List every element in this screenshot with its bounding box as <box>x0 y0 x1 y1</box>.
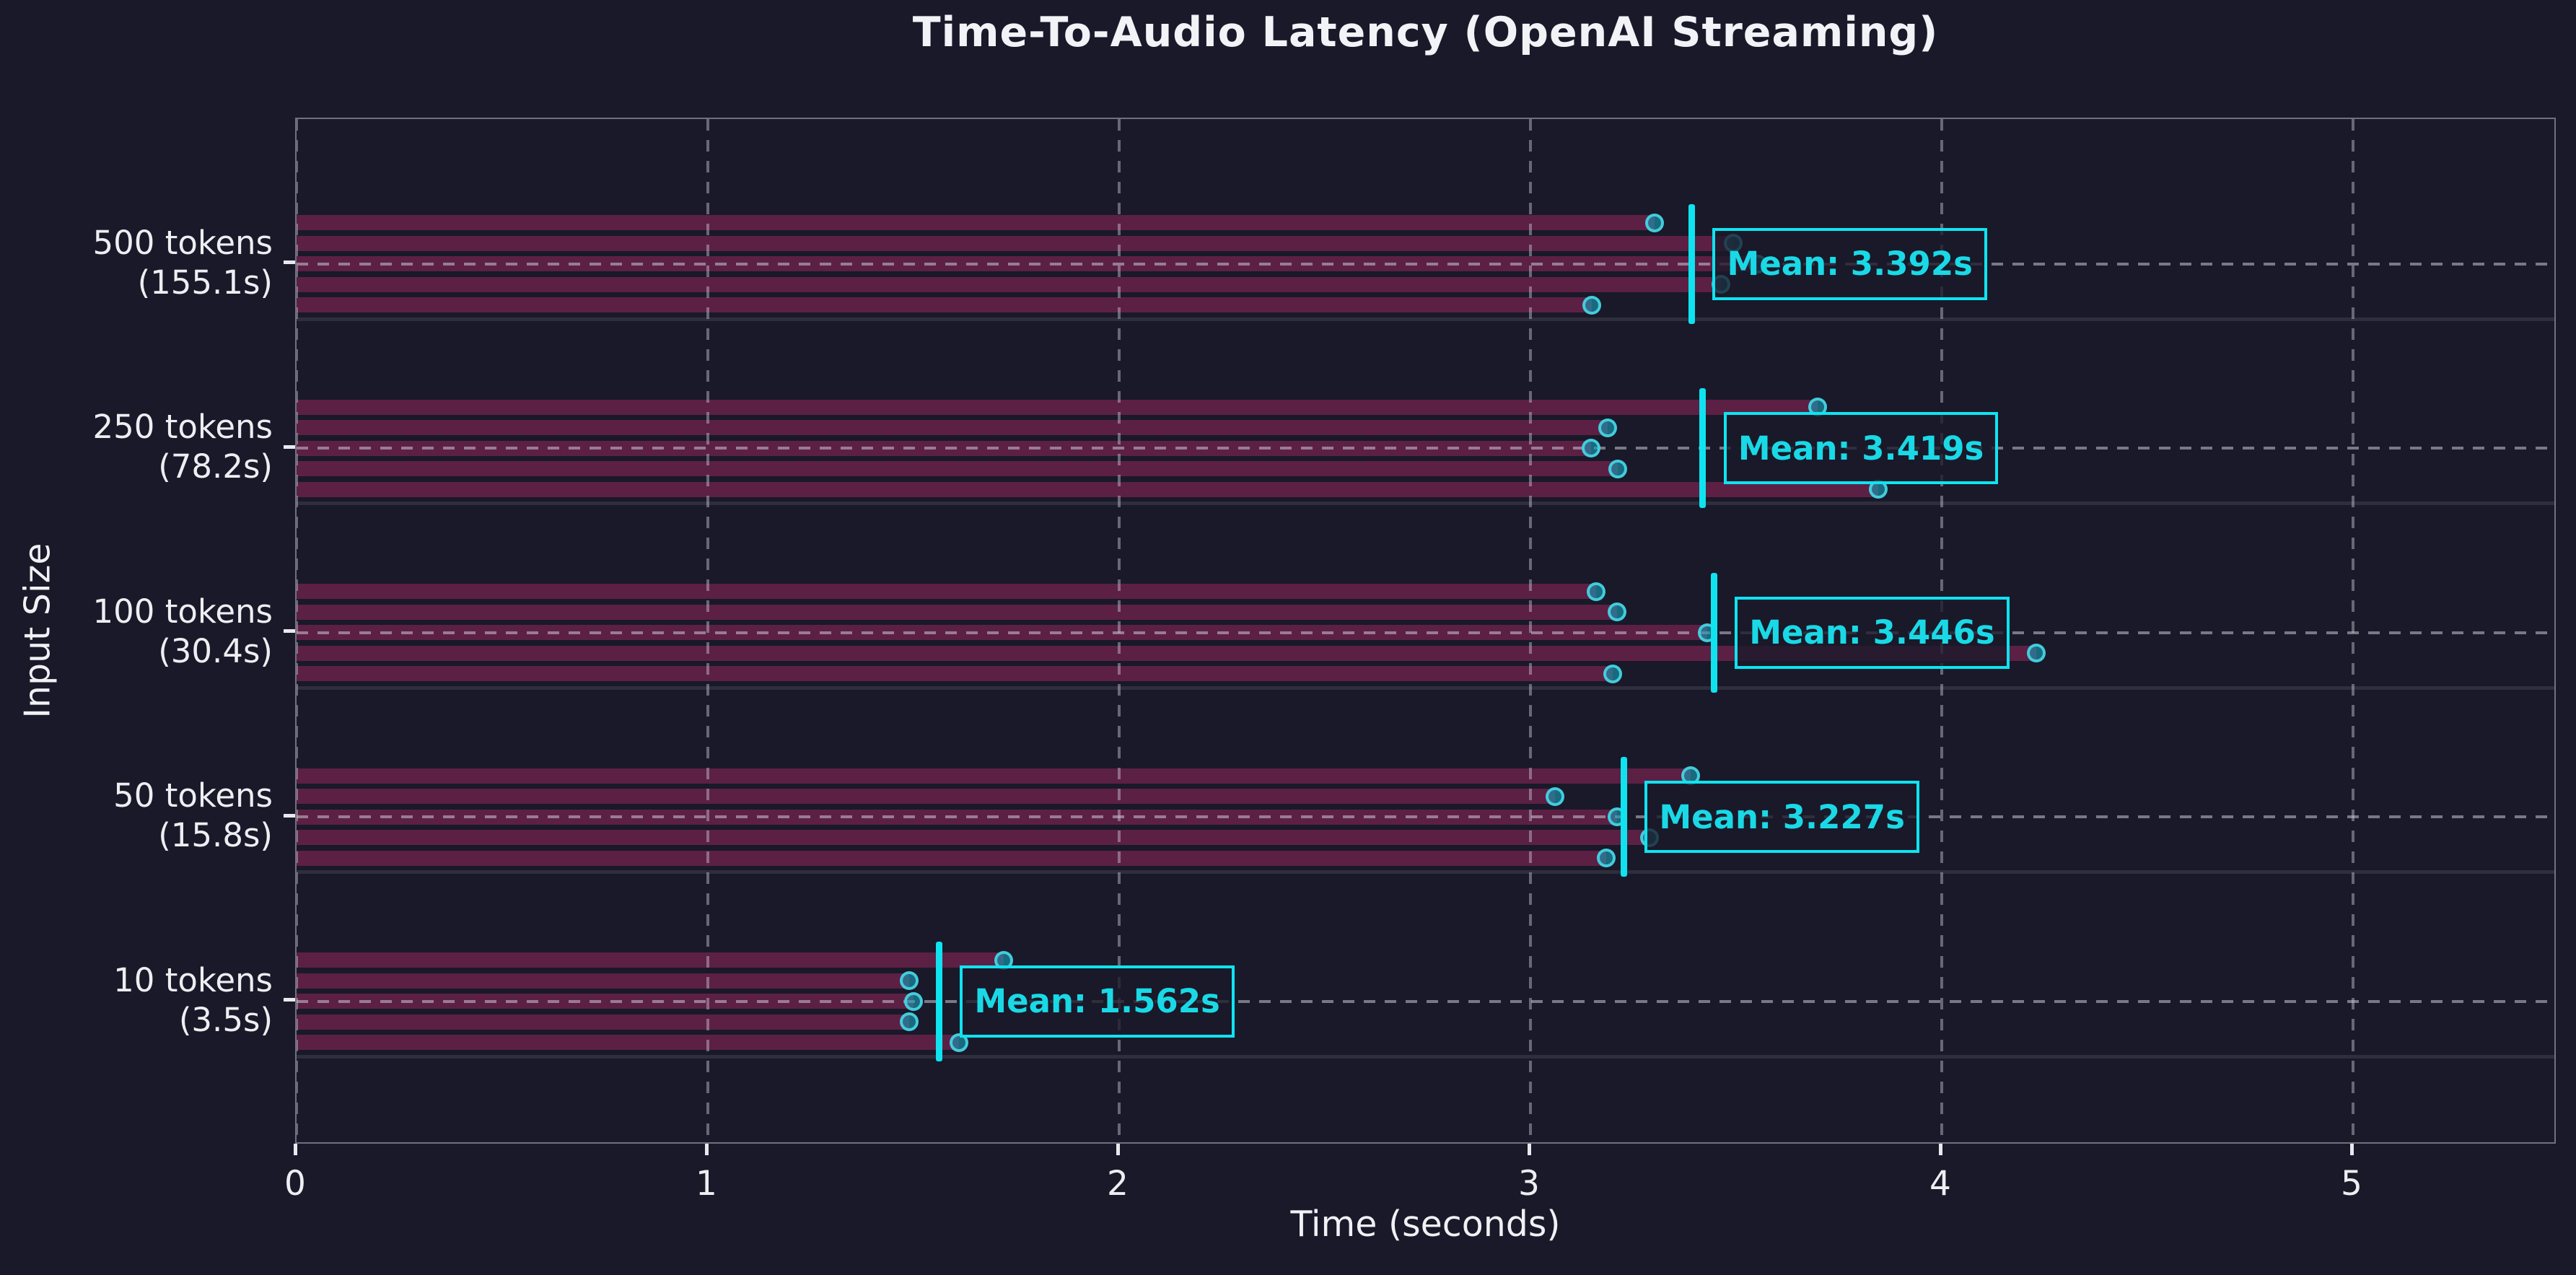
latency-run-bar <box>297 768 1691 784</box>
run-endpoint-dot <box>1587 582 1605 601</box>
y-tick-mark <box>284 444 295 449</box>
y-tick-mark <box>284 260 295 264</box>
y-tick-label-tokens: 50 tokens <box>113 776 273 815</box>
y-tick-label: 10 tokens (3.5s) <box>0 960 273 1040</box>
y-tick-label-tokens: 250 tokens <box>92 408 273 447</box>
x-tick-label: 3 <box>1518 1164 1540 1204</box>
latency-run-bar <box>297 420 1608 436</box>
latency-run-bar <box>297 973 909 989</box>
mean-label: Mean: 3.419s <box>1723 412 1999 485</box>
latency-run-bar <box>297 645 2036 661</box>
y-gridline <box>297 815 2554 819</box>
run-endpoint-dot <box>904 991 923 1011</box>
run-endpoint-dot <box>900 1012 919 1032</box>
run-endpoint-dot <box>1598 418 1617 437</box>
run-endpoint-dot <box>1608 603 1626 622</box>
x-gridline <box>2352 119 2354 1142</box>
plot-area: Mean: 3.392s Mean: 3.419s Mean: 3.446s Mean… <box>295 118 2556 1144</box>
run-endpoint-dot <box>1597 849 1616 868</box>
y-tick-label-tokens: 100 tokens <box>92 592 273 631</box>
y-tick-mark <box>284 813 295 818</box>
y-gridline <box>297 631 2554 634</box>
y-tick-label-duration: (155.1s) <box>137 263 273 302</box>
latency-run-bar <box>297 830 1650 846</box>
latency-run-bar <box>297 604 1617 620</box>
y-tick-mark <box>284 998 295 1002</box>
mean-line <box>1699 388 1707 509</box>
y-gridline <box>297 447 2554 450</box>
run-endpoint-dot <box>1645 213 1664 232</box>
y-tick-label: 250 tokens (78.2s) <box>0 407 273 486</box>
group-separator-line <box>297 317 2554 321</box>
x-axis-title: Time (seconds) <box>1290 1204 1561 1245</box>
latency-run-bar <box>297 1035 959 1051</box>
run-endpoint-dot <box>1582 439 1600 458</box>
y-gridline <box>297 999 2554 1003</box>
x-gridline <box>1529 119 1532 1142</box>
x-gridline <box>1118 119 1121 1142</box>
y-tick-label-tokens: 10 tokens <box>113 960 273 999</box>
y-gridline <box>297 262 2554 266</box>
run-endpoint-dot <box>1582 295 1601 315</box>
x-tick-label: 2 <box>1107 1164 1129 1204</box>
latency-run-bar <box>297 850 1606 866</box>
latency-run-bar <box>297 481 1878 497</box>
group-separator-line <box>297 685 2554 690</box>
mean-label: Mean: 1.562s <box>960 965 1235 1038</box>
latency-run-bar <box>297 215 1655 230</box>
mean-label: Mean: 3.446s <box>1735 596 2010 669</box>
latency-run-bar <box>297 584 1596 600</box>
y-tick-label-duration: (15.8s) <box>158 816 273 855</box>
mean-label: Mean: 3.227s <box>1644 781 1919 854</box>
x-tick-mark <box>705 1144 709 1155</box>
latency-run-bar <box>297 789 1555 805</box>
x-tick-label: 1 <box>696 1164 717 1204</box>
run-endpoint-dot <box>2027 644 2046 663</box>
y-tick-label: 50 tokens (15.8s) <box>0 776 273 855</box>
x-tick-mark <box>1939 1144 1942 1155</box>
run-endpoint-dot <box>900 971 919 991</box>
mean-line <box>1620 757 1627 877</box>
run-endpoint-dot <box>1603 664 1622 683</box>
run-endpoint-dot <box>1608 459 1627 478</box>
y-tick-label-duration: (78.2s) <box>158 447 273 486</box>
chart-title: Time-To-Audio Latency (OpenAI Streaming) <box>912 9 1939 56</box>
group-separator-line <box>297 870 2554 875</box>
y-tick-label: 100 tokens (30.4s) <box>0 592 273 671</box>
y-tick-label-duration: (3.5s) <box>178 1000 273 1039</box>
mean-line <box>1688 203 1695 324</box>
y-tick-label: 500 tokens (155.1s) <box>0 223 273 302</box>
run-endpoint-dot <box>1546 787 1564 806</box>
y-tick-label-tokens: 500 tokens <box>92 223 273 262</box>
latency-run-bar <box>297 666 1613 682</box>
latency-run-bar <box>297 1014 909 1030</box>
latency-run-bar <box>297 297 1592 312</box>
latency-run-bar <box>297 399 1818 415</box>
x-tick-mark <box>2350 1144 2354 1155</box>
x-gridline <box>297 119 298 1142</box>
latency-run-bar <box>297 276 1721 292</box>
mean-label: Mean: 3.392s <box>1712 227 1987 300</box>
mean-line <box>935 941 942 1061</box>
latency-run-bar <box>297 235 1733 251</box>
x-tick-label: 4 <box>1929 1164 1951 1204</box>
y-tick-mark <box>284 629 295 634</box>
mean-line <box>1710 572 1717 693</box>
y-tick-label-duration: (30.4s) <box>158 631 273 670</box>
x-tick-label: 5 <box>2341 1164 2362 1204</box>
x-gridline <box>706 119 709 1142</box>
latency-run-bar <box>297 461 1618 477</box>
group-separator-line <box>297 501 2554 506</box>
x-tick-label: 0 <box>284 1164 306 1204</box>
group-separator-line <box>297 1054 2554 1059</box>
latency-run-bar <box>297 952 1004 968</box>
x-tick-mark <box>294 1144 297 1155</box>
x-tick-mark <box>1528 1144 1531 1155</box>
x-tick-mark <box>1116 1144 1120 1155</box>
